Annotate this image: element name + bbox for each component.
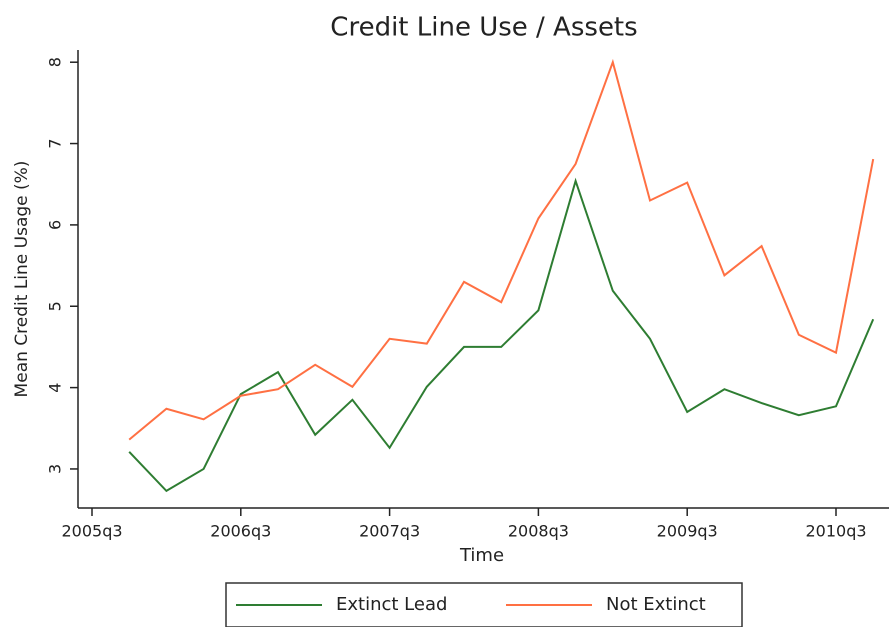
y-axis-label: Mean Credit Line Usage (%) (12, 161, 32, 398)
y-tick-label: 8 (46, 57, 65, 67)
chart-title: Credit Line Use / Assets (330, 13, 637, 43)
y-tick-label: 3 (46, 464, 65, 474)
line (128, 58, 875, 441)
y-tick-label: 7 (46, 138, 65, 148)
line (128, 177, 875, 493)
legend-label: Not Extinct (606, 594, 706, 615)
y-tick-label: 6 (46, 220, 65, 230)
y-tick-label: 5 (46, 301, 65, 311)
y-tick-label: 4 (46, 383, 65, 393)
x-tick-label: 2010q3 (805, 522, 866, 541)
x-tick-label: 2006q3 (210, 522, 271, 541)
x-tick-label: 2009q3 (657, 522, 718, 541)
x-tick-label: 2005q3 (61, 522, 122, 541)
x-tick-label: 2007q3 (359, 522, 420, 541)
x-axis-label: Time (459, 545, 504, 566)
x-tick-label: 2008q3 (508, 522, 569, 541)
legend-label: Extinct Lead (336, 594, 447, 615)
legend-box (225, 582, 743, 627)
